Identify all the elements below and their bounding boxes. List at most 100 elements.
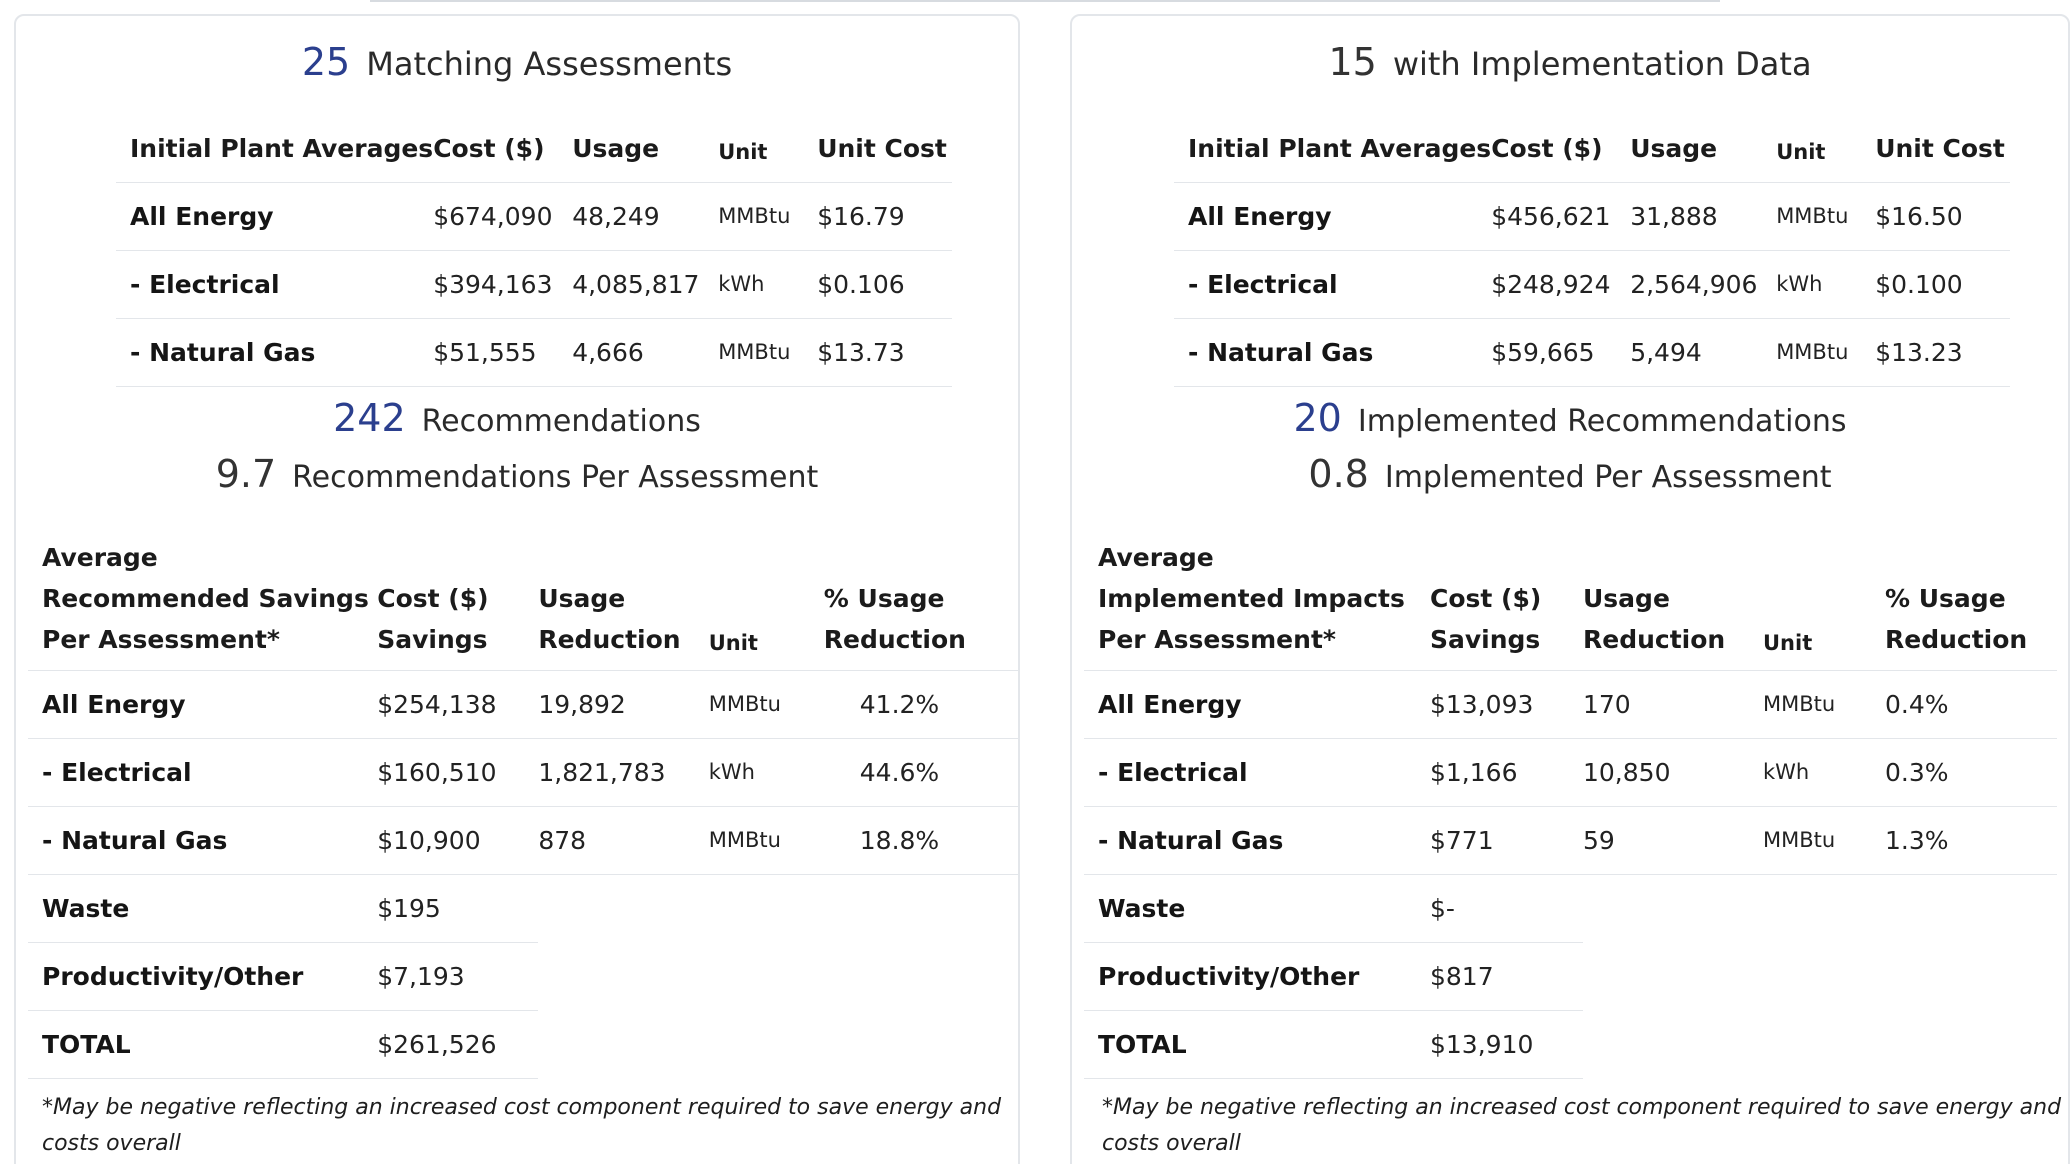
- column-header: Average Recommended Savings Per Assessme…: [28, 530, 377, 670]
- column-header: Usage Reduction: [538, 530, 708, 670]
- usage-cell: 31,888: [1630, 181, 1777, 250]
- unit-cell: MMBtu: [718, 181, 818, 250]
- cost-savings-cell: $817: [1430, 941, 1583, 1010]
- unit-cost-cell: $0.100: [1875, 249, 2011, 318]
- footnote: *May be negative reflecting an increased…: [42, 1095, 1002, 1156]
- unit-cost-cell: $16.50: [1875, 181, 2011, 250]
- implemented-recommendations-label: Implemented Recommendations: [1357, 404, 1847, 439]
- cost-savings-cell: $160,510: [377, 737, 539, 806]
- usage-cell: 4,085,817: [572, 249, 719, 318]
- unit-cost-cell: $13.73: [817, 317, 953, 387]
- header-line: Implemented Impacts: [1098, 583, 1405, 613]
- column-header: Initial Plant Averages: [1188, 134, 1492, 164]
- row-label: - Electrical: [116, 249, 434, 318]
- row-label: TOTAL: [1084, 1009, 1430, 1079]
- table-row: Productivity/Other $7,193: [28, 941, 1018, 1010]
- top-divider: [370, 0, 1720, 2]
- column-header: Average Implemented Impacts Per Assessme…: [1084, 530, 1430, 670]
- row-label: All Energy: [116, 181, 434, 250]
- cost-savings-cell: $1,166: [1430, 737, 1583, 806]
- row-label: All Energy: [1174, 181, 1492, 250]
- recommendations-count: 242: [333, 396, 406, 440]
- header-line: Average: [1098, 542, 1214, 572]
- header-line: Usage: [538, 583, 626, 613]
- usage-reduction-cell: 10,850: [1583, 737, 1763, 806]
- usage-reduction-cell: 59: [1583, 805, 1763, 874]
- percent-reduction-cell: 18.8%: [823, 805, 1018, 874]
- table-row: - Natural Gas $10,900 878 MMBtu 18.8%: [28, 805, 1018, 874]
- percent-reduction-cell: 44.6%: [823, 737, 1018, 806]
- row-label: TOTAL: [28, 1009, 378, 1079]
- cost-savings-cell: $261,526: [377, 1009, 539, 1079]
- row-label: All Energy: [1084, 669, 1430, 738]
- column-header: Unit: [1776, 139, 1826, 164]
- table-header-row: Initial Plant Averages Cost ($) Usage Un…: [1174, 116, 2010, 182]
- footnote: *May be negative reflecting an increased…: [1102, 1095, 2062, 1156]
- cost-savings-cell: $13,910: [1430, 1009, 1583, 1079]
- implementation-data-heading: 15 with Implementation Data: [1072, 40, 2068, 84]
- table-row: Waste $-: [1084, 873, 2057, 942]
- table-row: - Electrical $394,163 4,085,817 kWh $0.1…: [116, 249, 953, 318]
- column-header: Unit: [718, 139, 768, 164]
- usage-reduction-cell: 170: [1583, 669, 1763, 738]
- percent-reduction-cell: 41.2%: [823, 669, 1018, 738]
- unit-cost-cell: $16.79: [817, 181, 953, 250]
- cost-savings-cell: $195: [377, 873, 539, 942]
- header-line: Savings: [377, 624, 488, 654]
- percent-reduction-cell: 0.4%: [1885, 669, 2057, 738]
- matching-assessments-heading: 25 Matching Assessments: [16, 40, 1018, 84]
- table-row: - Natural Gas $59,665 5,494 MMBtu $13.23: [1174, 317, 2011, 387]
- percent-reduction-cell: 0.3%: [1885, 737, 2057, 806]
- header-line: Reduction: [823, 624, 966, 654]
- cost-savings-cell: $13,093: [1430, 669, 1583, 738]
- header-line: Per Assessment*: [1098, 624, 1336, 654]
- table-row: - Electrical $248,924 2,564,906 kWh $0.1…: [1174, 249, 2011, 318]
- usage-reduction-cell: 1,821,783: [538, 737, 709, 806]
- column-header: Cost ($) Savings: [377, 530, 538, 670]
- initial-plant-averages-table: Initial Plant Averages Cost ($) Usage Un…: [1174, 116, 2011, 387]
- cost-cell: $394,163: [433, 249, 573, 318]
- cost-cell: $51,555: [433, 317, 573, 387]
- row-label: - Natural Gas: [116, 317, 434, 387]
- row-label: Waste: [28, 873, 378, 942]
- row-label: Waste: [1084, 873, 1430, 942]
- table-row: All Energy $13,093 170 MMBtu 0.4%: [1084, 669, 2057, 738]
- unit-cell: MMBtu: [1763, 669, 1885, 738]
- column-header: Usage Reduction: [1583, 530, 1763, 670]
- unit-cell: MMBtu: [1776, 181, 1876, 250]
- header-line: Average: [42, 542, 158, 572]
- header-line: Usage: [1583, 583, 1670, 613]
- cost-savings-cell: $-: [1430, 873, 1583, 942]
- unit-cell: kWh: [1763, 737, 1885, 806]
- unit-cell: MMBtu: [718, 317, 818, 387]
- column-header: Cost ($): [433, 134, 545, 164]
- column-header: Unit: [708, 630, 758, 655]
- implemented-per-assessment-value: 0.8: [1308, 452, 1369, 496]
- row-label: - Electrical: [28, 737, 378, 806]
- unit-cost-cell: $13.23: [1875, 317, 2011, 387]
- unit-cell: MMBtu: [1776, 317, 1876, 387]
- header-line: Reduction: [1583, 624, 1726, 654]
- table-header-row: Average Implemented Impacts Per Assessme…: [1084, 530, 2057, 670]
- recommended-savings-table: Average Recommended Savings Per Assessme…: [28, 530, 1018, 1079]
- table-row: Waste $195: [28, 873, 1018, 942]
- matching-assessments-label: Matching Assessments: [366, 45, 733, 83]
- recommendations-heading: 242 Recommendations: [16, 396, 1018, 440]
- row-label: All Energy: [28, 669, 378, 738]
- cost-cell: $456,621: [1491, 181, 1631, 250]
- column-header: Usage: [572, 134, 660, 164]
- table-row: TOTAL $13,910: [1084, 1009, 2057, 1079]
- column-header: Cost ($): [1491, 134, 1603, 164]
- row-label: - Electrical: [1174, 249, 1492, 318]
- column-header: Unit: [1763, 630, 1813, 655]
- row-label: Productivity/Other: [28, 941, 378, 1010]
- recommendations-per-assessment-heading: 9.7 Recommendations Per Assessment: [16, 452, 1018, 496]
- cost-cell: $248,924: [1491, 249, 1631, 318]
- implemented-per-assessment-heading: 0.8 Implemented Per Assessment: [1072, 452, 2068, 496]
- cost-cell: $674,090: [433, 181, 573, 250]
- row-label: - Natural Gas: [1174, 317, 1492, 387]
- unit-cell: MMBtu: [708, 805, 824, 874]
- row-label: - Natural Gas: [28, 805, 378, 874]
- table-row: All Energy $254,138 19,892 MMBtu 41.2%: [28, 669, 1018, 738]
- table-row: All Energy $456,621 31,888 MMBtu $16.50: [1174, 181, 2011, 250]
